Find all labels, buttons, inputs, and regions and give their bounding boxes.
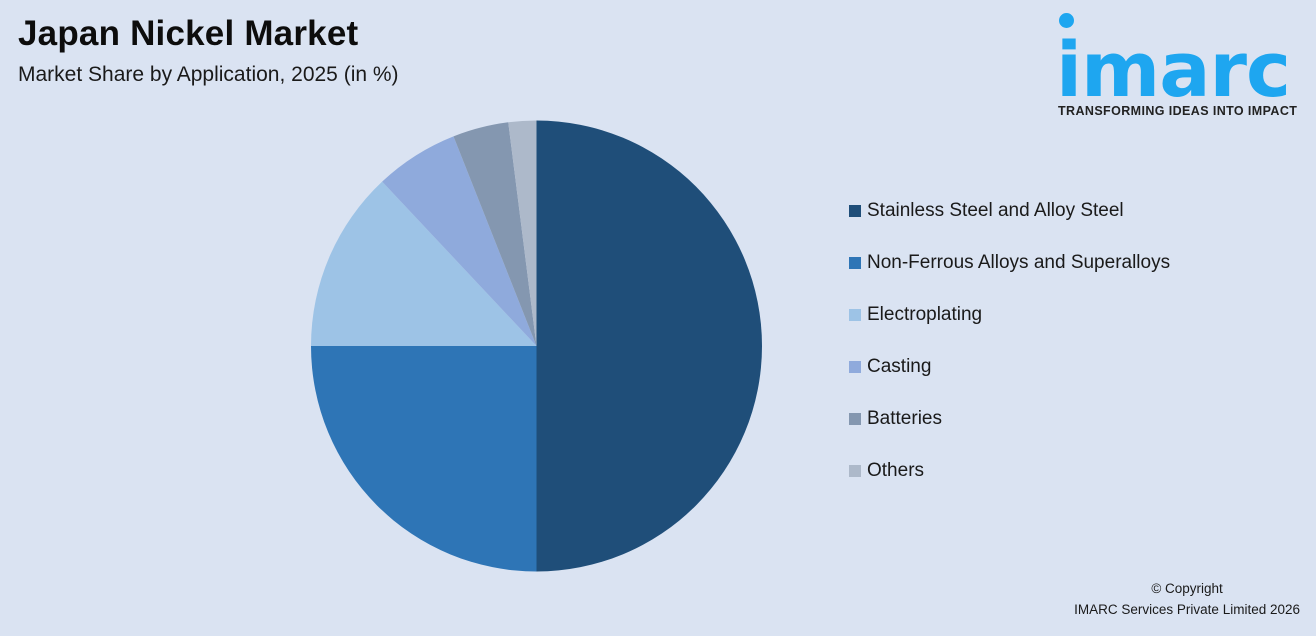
legend-item: Batteries [849, 407, 1170, 431]
pie-slice [311, 346, 537, 572]
chart-legend: Stainless Steel and Alloy Steel Non-Ferr… [849, 199, 1170, 511]
legend-item: Others [849, 459, 1170, 483]
logo-wordmark: imarc [1056, 25, 1291, 114]
pie-slice [508, 120, 537, 346]
copyright-line: © Copyright [1151, 581, 1223, 596]
legend-swatch [849, 205, 861, 217]
legend-label: Casting [867, 356, 932, 377]
pie-slice [453, 122, 537, 346]
legend-label: Others [867, 460, 925, 481]
logo-tagline: TRANSFORMING IDEAS INTO IMPACT [1058, 104, 1298, 118]
copyright-company: IMARC Services Private Limited 2026 [1074, 602, 1300, 617]
legend-label: Batteries [867, 408, 942, 429]
chart-title: Japan Nickel Market [18, 14, 359, 53]
chart-subtitle: Market Share by Application, 2025 (in %) [18, 63, 399, 86]
pie-slice [536, 120, 762, 572]
legend-label: Non-Ferrous Alloys and Superalloys [867, 252, 1171, 273]
imarc-logo: imarc TRANSFORMING IDEAS INTO IMPACT [1052, 10, 1308, 122]
legend-swatch [849, 309, 861, 321]
legend-item: Non-Ferrous Alloys and Superalloys [849, 251, 1170, 275]
legend-label: Stainless Steel and Alloy Steel [867, 200, 1124, 221]
legend-item: Stainless Steel and Alloy Steel [849, 199, 1170, 223]
legend-item: Electroplating [849, 303, 1170, 327]
legend-swatch [849, 361, 861, 373]
legend-item: Casting [849, 355, 1170, 379]
copyright-notice: © Copyright IMARC Services Private Limit… [1074, 578, 1300, 620]
legend-swatch [849, 413, 861, 425]
logo-dot-icon [1059, 13, 1074, 28]
legend-swatch [849, 465, 861, 477]
legend-swatch [849, 257, 861, 269]
legend-label: Electroplating [867, 304, 983, 325]
pie-slice [382, 136, 537, 346]
pie-slice [311, 181, 537, 346]
